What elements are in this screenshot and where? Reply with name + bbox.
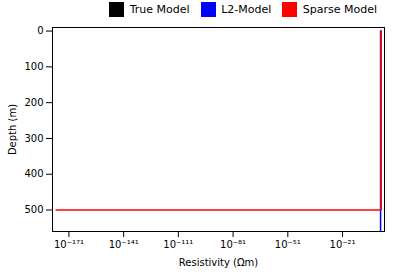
svg-text:400: 400 [24,168,43,179]
svg-text:Depth (m): Depth (m) [7,104,18,155]
html-text:True Model: True Model [129,3,190,16]
svg-text:10⁻⁵¹: 10⁻⁵¹ [275,239,301,250]
svg-text:10⁻⁸¹: 10⁻⁸¹ [220,239,246,250]
html-text:L2-Model: L2-Model [221,3,272,16]
svg-text:10⁻¹⁷¹: 10⁻¹⁷¹ [54,239,84,250]
svg-text:Resistivity (Ωm): Resistivity (Ωm) [179,257,259,268]
html-text:Sparse Model: Sparse Model [302,3,377,16]
svg-text:300: 300 [24,133,43,144]
svg-text:100: 100 [24,61,43,72]
svg-text:10⁻¹¹¹: 10⁻¹¹¹ [163,239,193,250]
svg-text:10⁻¹⁴¹: 10⁻¹⁴¹ [109,239,139,250]
svg-text:200: 200 [24,97,43,108]
svg-text:500: 500 [24,204,43,215]
svg-text:0: 0 [37,25,43,36]
svg-text:10⁻²¹: 10⁻²¹ [330,239,356,250]
